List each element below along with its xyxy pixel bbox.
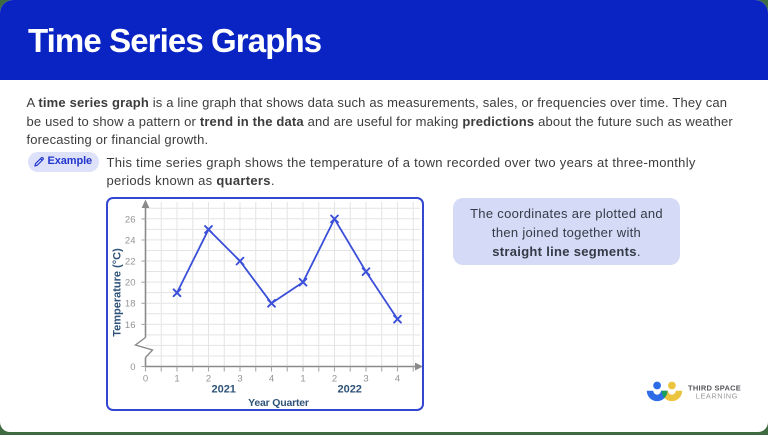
svg-text:Temperature (°C): Temperature (°C) (112, 248, 124, 337)
svg-text:0: 0 (143, 374, 148, 385)
svg-text:Year Quarter: Year Quarter (248, 397, 309, 409)
svg-text:16: 16 (125, 320, 136, 331)
svg-text:3: 3 (363, 374, 368, 385)
svg-text:18: 18 (125, 299, 136, 310)
svg-text:2021: 2021 (211, 384, 235, 396)
svg-text:THIRD SPACE: THIRD SPACE (688, 383, 741, 392)
svg-text:LEARNING: LEARNING (696, 392, 738, 401)
svg-text:1: 1 (174, 374, 179, 385)
svg-text:4: 4 (269, 374, 274, 385)
svg-text:26: 26 (125, 214, 136, 225)
svg-text:4: 4 (395, 374, 400, 385)
svg-text:24: 24 (125, 235, 136, 246)
svg-text:20: 20 (125, 278, 136, 289)
svg-text:2: 2 (206, 374, 211, 385)
svg-text:2022: 2022 (337, 384, 361, 396)
svg-text:2: 2 (332, 374, 337, 385)
svg-text:3: 3 (237, 374, 242, 385)
svg-text:1: 1 (300, 374, 305, 385)
svg-text:0: 0 (130, 362, 135, 373)
svg-text:22: 22 (125, 257, 136, 268)
